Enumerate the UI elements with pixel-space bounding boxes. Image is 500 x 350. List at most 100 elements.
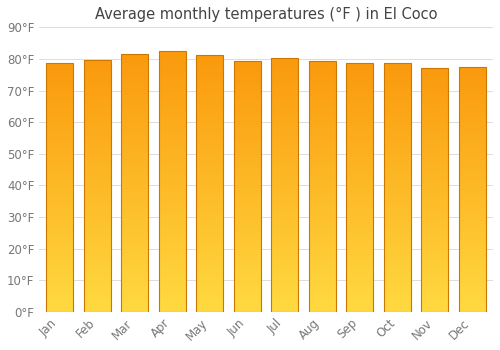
Bar bbox=[196, 154, 224, 155]
Bar bbox=[196, 163, 224, 164]
Bar bbox=[122, 110, 148, 112]
Bar bbox=[272, 190, 298, 191]
Bar bbox=[234, 124, 261, 125]
Bar bbox=[46, 266, 74, 267]
Bar bbox=[159, 231, 186, 232]
Bar bbox=[422, 180, 448, 181]
Bar bbox=[159, 189, 186, 190]
Bar bbox=[84, 256, 111, 258]
Bar bbox=[159, 92, 186, 94]
Bar bbox=[422, 181, 448, 182]
Bar bbox=[196, 237, 224, 239]
Bar bbox=[122, 185, 148, 187]
Bar bbox=[122, 155, 148, 157]
Bar bbox=[196, 266, 224, 267]
Bar bbox=[46, 151, 74, 152]
Bar bbox=[122, 83, 148, 84]
Bar bbox=[384, 196, 411, 197]
Bar bbox=[422, 99, 448, 101]
Bar bbox=[422, 170, 448, 172]
Bar bbox=[422, 77, 448, 79]
Bar bbox=[272, 228, 298, 229]
Bar bbox=[46, 290, 74, 292]
Bar bbox=[46, 309, 74, 310]
Bar bbox=[384, 84, 411, 85]
Bar bbox=[84, 218, 111, 220]
Bar bbox=[309, 191, 336, 193]
Bar bbox=[272, 145, 298, 146]
Bar bbox=[272, 106, 298, 108]
Bar bbox=[196, 75, 224, 77]
Bar bbox=[84, 280, 111, 281]
Bar bbox=[422, 307, 448, 308]
Bar bbox=[46, 234, 74, 236]
Bar bbox=[309, 195, 336, 196]
Bar bbox=[122, 310, 148, 312]
Bar bbox=[384, 100, 411, 101]
Bar bbox=[384, 306, 411, 307]
Bar bbox=[84, 85, 111, 86]
Bar bbox=[234, 189, 261, 190]
Bar bbox=[234, 257, 261, 258]
Bar bbox=[346, 254, 374, 256]
Bar bbox=[196, 199, 224, 200]
Bar bbox=[196, 249, 224, 250]
Bar bbox=[84, 98, 111, 99]
Bar bbox=[46, 228, 74, 230]
Bar bbox=[272, 119, 298, 120]
Bar bbox=[122, 308, 148, 309]
Bar bbox=[234, 136, 261, 138]
Bar bbox=[346, 155, 374, 156]
Bar bbox=[234, 80, 261, 82]
Bar bbox=[309, 160, 336, 161]
Bar bbox=[384, 236, 411, 237]
Bar bbox=[346, 185, 374, 186]
Bar bbox=[84, 187, 111, 188]
Bar bbox=[159, 250, 186, 252]
Bar bbox=[422, 108, 448, 109]
Bar bbox=[196, 65, 224, 66]
Bar bbox=[122, 241, 148, 242]
Bar bbox=[159, 178, 186, 180]
Bar bbox=[346, 214, 374, 215]
Bar bbox=[309, 228, 336, 229]
Bar bbox=[346, 75, 374, 76]
Bar bbox=[196, 146, 224, 147]
Bar bbox=[84, 193, 111, 195]
Bar bbox=[84, 190, 111, 191]
Bar bbox=[346, 192, 374, 194]
Bar bbox=[159, 91, 186, 92]
Bar bbox=[122, 76, 148, 77]
Bar bbox=[84, 230, 111, 231]
Bar bbox=[309, 166, 336, 168]
Bar bbox=[422, 91, 448, 92]
Bar bbox=[46, 144, 74, 145]
Bar bbox=[46, 217, 74, 218]
Bar bbox=[346, 118, 374, 119]
Bar bbox=[422, 280, 448, 281]
Bar bbox=[459, 127, 486, 128]
Bar bbox=[159, 83, 186, 85]
Bar bbox=[272, 105, 298, 106]
Bar bbox=[46, 70, 74, 71]
Bar bbox=[346, 91, 374, 93]
Bar bbox=[459, 208, 486, 209]
Bar bbox=[84, 261, 111, 262]
Bar bbox=[196, 274, 224, 276]
Bar bbox=[459, 180, 486, 181]
Bar bbox=[459, 92, 486, 94]
Bar bbox=[309, 125, 336, 126]
Bar bbox=[272, 177, 298, 179]
Bar bbox=[46, 131, 74, 132]
Bar bbox=[159, 278, 186, 279]
Bar bbox=[422, 145, 448, 146]
Bar bbox=[122, 112, 148, 113]
Bar bbox=[122, 220, 148, 222]
Bar bbox=[122, 273, 148, 274]
Bar bbox=[122, 59, 148, 60]
Bar bbox=[272, 80, 298, 81]
Bar bbox=[422, 93, 448, 94]
Bar bbox=[272, 180, 298, 181]
Bar bbox=[234, 139, 261, 140]
Bar bbox=[159, 210, 186, 211]
